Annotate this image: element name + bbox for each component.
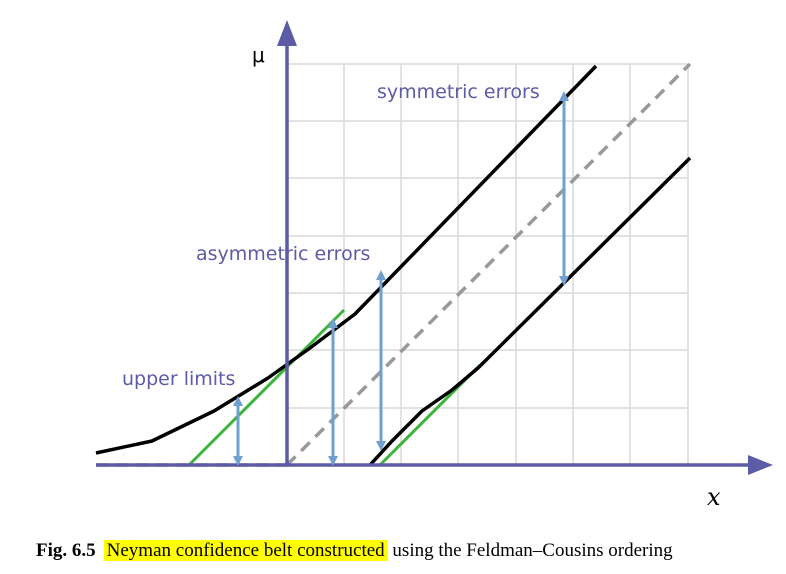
- caption-text: using the Feldman–Cousins ordering: [387, 540, 673, 561]
- upper-limits-label: upper limits: [122, 368, 235, 390]
- symmetric-errors-label: symmetric errors: [377, 81, 540, 103]
- figure-number: Fig. 6.5: [36, 540, 96, 561]
- grid: [287, 63, 689, 465]
- axes: [96, 20, 773, 475]
- upper-belt-line: [95, 64, 598, 455]
- error-arrows: [233, 91, 569, 466]
- x-axis-label: x: [707, 483, 721, 511]
- asymmetric-errors-label: asymmetric errors: [196, 243, 370, 265]
- figure-caption: Fig. 6.5 Neyman confidence belt construct…: [36, 540, 673, 562]
- x-axis-arrowhead: [748, 455, 773, 475]
- confidence-belt-figure: μ x symmetric errors asymmetric errors u…: [95, 20, 773, 511]
- caption-highlighted-text: Neyman confidence belt constructed: [103, 540, 388, 561]
- dashed-central-line: [96, 62, 692, 467]
- y-axis-label: μ: [252, 43, 265, 67]
- lower-belt-line: [368, 156, 692, 467]
- y-axis-arrowhead: [277, 20, 297, 46]
- belt-boundaries: [95, 64, 692, 467]
